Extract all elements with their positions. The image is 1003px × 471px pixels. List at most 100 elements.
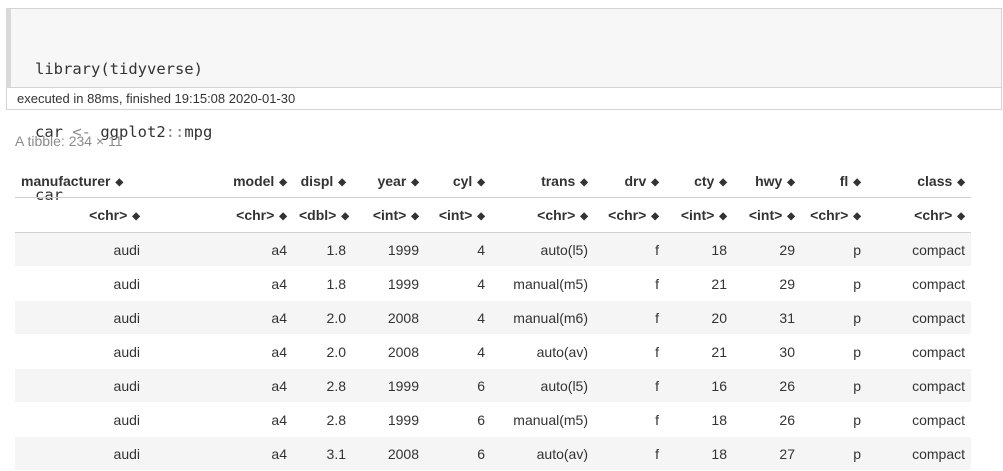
column-header-cty[interactable]: cty ◆ bbox=[665, 164, 733, 198]
sort-icon[interactable]: ◆ bbox=[115, 176, 124, 188]
sort-icon[interactable]: ◆ bbox=[132, 211, 140, 222]
sort-icon[interactable]: ◆ bbox=[279, 211, 287, 222]
column-header-label: displ bbox=[300, 172, 334, 189]
sort-icon[interactable]: ◆ bbox=[580, 176, 588, 188]
code-line-2: car <- ggplot2::mpg bbox=[35, 123, 213, 141]
column-type-row: <chr> ◆ <chr> ◆ <dbl> ◆ <int> ◆ <int> ◆ <chr> ◆ <chr… bbox=[15, 197, 971, 233]
column-header-row: manufacturer ◆ model ◆ displ ◆ year ◆ cyl ◆ trans ◆… bbox=[15, 164, 971, 198]
table-cell-trans: auto(av) bbox=[491, 334, 594, 369]
table-row: audi a4 1.8 1999 4 manual(m5) f 21 29 p compact bbox=[15, 266, 971, 301]
table-cell-trans: manual(m5) bbox=[491, 402, 594, 437]
table-cell-drv: f bbox=[594, 334, 665, 369]
column-type-cyl[interactable]: <int> ◆ bbox=[425, 197, 491, 233]
column-header-label: drv bbox=[624, 172, 647, 189]
column-header-displ[interactable]: displ ◆ bbox=[293, 164, 352, 198]
sort-icon[interactable]: ◆ bbox=[477, 176, 485, 188]
sort-icon[interactable]: ◆ bbox=[787, 176, 795, 188]
table-cell-drv: f bbox=[594, 232, 665, 267]
table-row: audi a4 2.8 1999 6 auto(l5) f 16 26 p compact bbox=[15, 368, 971, 403]
column-type-trans[interactable]: <chr> ◆ bbox=[491, 197, 594, 233]
execution-status: executed in 88ms, finished 19:15:08 2020… bbox=[6, 88, 1002, 110]
column-header-label: year bbox=[377, 172, 407, 189]
column-header-class[interactable]: class ◆ bbox=[867, 164, 971, 198]
table-cell-displ: 3.1 bbox=[293, 436, 352, 471]
sort-icon[interactable]: ◆ bbox=[477, 211, 485, 222]
table-cell-cyl: 4 bbox=[425, 232, 491, 267]
sort-icon[interactable]: ◆ bbox=[957, 176, 965, 188]
column-header-label: class bbox=[917, 172, 953, 189]
table-row: audi a4 2.0 2008 4 auto(av) f 21 30 p compact bbox=[15, 334, 971, 369]
table-cell-cty: 21 bbox=[665, 334, 733, 369]
table-cell-class: compact bbox=[867, 402, 971, 437]
sort-icon[interactable]: ◆ bbox=[279, 176, 287, 188]
sort-icon[interactable]: ◆ bbox=[411, 211, 419, 222]
sort-icon[interactable]: ◆ bbox=[338, 176, 346, 188]
table-cell-hwy: 30 bbox=[733, 334, 801, 369]
table-cell-displ: 1.8 bbox=[293, 266, 352, 301]
table-cell-fl: p bbox=[801, 266, 867, 301]
sort-icon[interactable]: ◆ bbox=[580, 211, 588, 222]
column-header-year[interactable]: year ◆ bbox=[352, 164, 425, 198]
sort-icon[interactable]: ◆ bbox=[341, 211, 350, 222]
sort-icon[interactable]: ◆ bbox=[411, 176, 419, 188]
sort-icon[interactable]: ◆ bbox=[719, 176, 727, 188]
table-row: audi a4 2.8 1999 6 manual(m5) f 18 26 p compact bbox=[15, 402, 971, 437]
table-cell-manufacturer: audi bbox=[15, 334, 146, 369]
sort-icon[interactable]: ◆ bbox=[651, 211, 659, 222]
table-cell-displ: 1.8 bbox=[293, 232, 352, 267]
column-type-label: <chr> bbox=[537, 207, 576, 223]
output-table: manufacturer ◆ model ◆ displ ◆ year ◆ cyl ◆ trans ◆… bbox=[15, 164, 971, 471]
table-cell-hwy: 31 bbox=[733, 300, 801, 335]
column-header-drv[interactable]: drv ◆ bbox=[594, 164, 665, 198]
table-cell-year: 2008 bbox=[352, 334, 425, 369]
column-type-label: <int> bbox=[748, 207, 783, 223]
column-type-year[interactable]: <int> ◆ bbox=[352, 197, 425, 233]
column-type-drv[interactable]: <chr> ◆ bbox=[594, 197, 665, 233]
table-cell-year: 1999 bbox=[352, 368, 425, 403]
column-type-label: <chr> bbox=[608, 207, 647, 223]
column-type-class[interactable]: <chr> ◆ bbox=[867, 197, 971, 233]
column-type-fl[interactable]: <chr> ◆ bbox=[801, 197, 867, 233]
column-header-model[interactable]: model ◆ bbox=[146, 164, 293, 198]
table-cell-class: compact bbox=[867, 266, 971, 301]
column-type-model[interactable]: <chr> ◆ bbox=[146, 197, 293, 233]
table-cell-trans: manual(m5) bbox=[491, 266, 594, 301]
table-cell-class: compact bbox=[867, 300, 971, 335]
column-type-hwy[interactable]: <int> ◆ bbox=[733, 197, 801, 233]
table-cell-trans: auto(l5) bbox=[491, 368, 594, 403]
sort-icon[interactable]: ◆ bbox=[853, 176, 861, 188]
table-row: audi a4 1.8 1999 4 auto(l5) f 18 29 p compact bbox=[15, 232, 971, 267]
table-cell-cty: 18 bbox=[665, 436, 733, 471]
column-header-cyl[interactable]: cyl ◆ bbox=[425, 164, 491, 198]
table-cell-fl: p bbox=[801, 232, 867, 267]
table-cell-model: a4 bbox=[146, 436, 293, 471]
code-cell[interactable]: library(tidyverse) car <- ggplot2::mpg c… bbox=[6, 8, 1002, 204]
table-cell-drv: f bbox=[594, 402, 665, 437]
column-type-manufacturer[interactable]: <chr> ◆ bbox=[15, 197, 146, 233]
column-header-label: hwy bbox=[755, 172, 783, 189]
column-type-displ[interactable]: <dbl> ◆ bbox=[293, 197, 352, 233]
column-header-fl[interactable]: fl ◆ bbox=[801, 164, 867, 198]
table-cell-drv: f bbox=[594, 300, 665, 335]
column-header-trans[interactable]: trans ◆ bbox=[491, 164, 594, 198]
sort-icon[interactable]: ◆ bbox=[957, 211, 965, 222]
table-cell-model: a4 bbox=[146, 232, 293, 267]
table-body: audi a4 1.8 1999 4 auto(l5) f 18 29 p compact audi a… bbox=[15, 232, 971, 471]
column-header-manufacturer[interactable]: manufacturer ◆ bbox=[15, 164, 146, 198]
table-cell-cyl: 4 bbox=[425, 334, 491, 369]
tibble-caption: A tibble: 234 × 11 bbox=[15, 133, 123, 149]
sort-icon[interactable]: ◆ bbox=[719, 211, 727, 222]
sort-icon[interactable]: ◆ bbox=[787, 211, 795, 222]
sort-icon[interactable]: ◆ bbox=[853, 211, 861, 222]
column-header-label: cyl bbox=[452, 172, 473, 189]
table-cell-manufacturer: audi bbox=[15, 368, 146, 403]
column-header-hwy[interactable]: hwy ◆ bbox=[733, 164, 801, 198]
sort-icon[interactable]: ◆ bbox=[651, 176, 659, 188]
table-cell-model: a4 bbox=[146, 300, 293, 335]
table-cell-manufacturer: audi bbox=[15, 436, 146, 471]
table-cell-hwy: 27 bbox=[733, 436, 801, 471]
column-type-cty[interactable]: <int> ◆ bbox=[665, 197, 733, 233]
column-header-label: trans bbox=[541, 172, 576, 189]
table-cell-displ: 2.8 bbox=[293, 402, 352, 437]
table-cell-manufacturer: audi bbox=[15, 300, 146, 335]
